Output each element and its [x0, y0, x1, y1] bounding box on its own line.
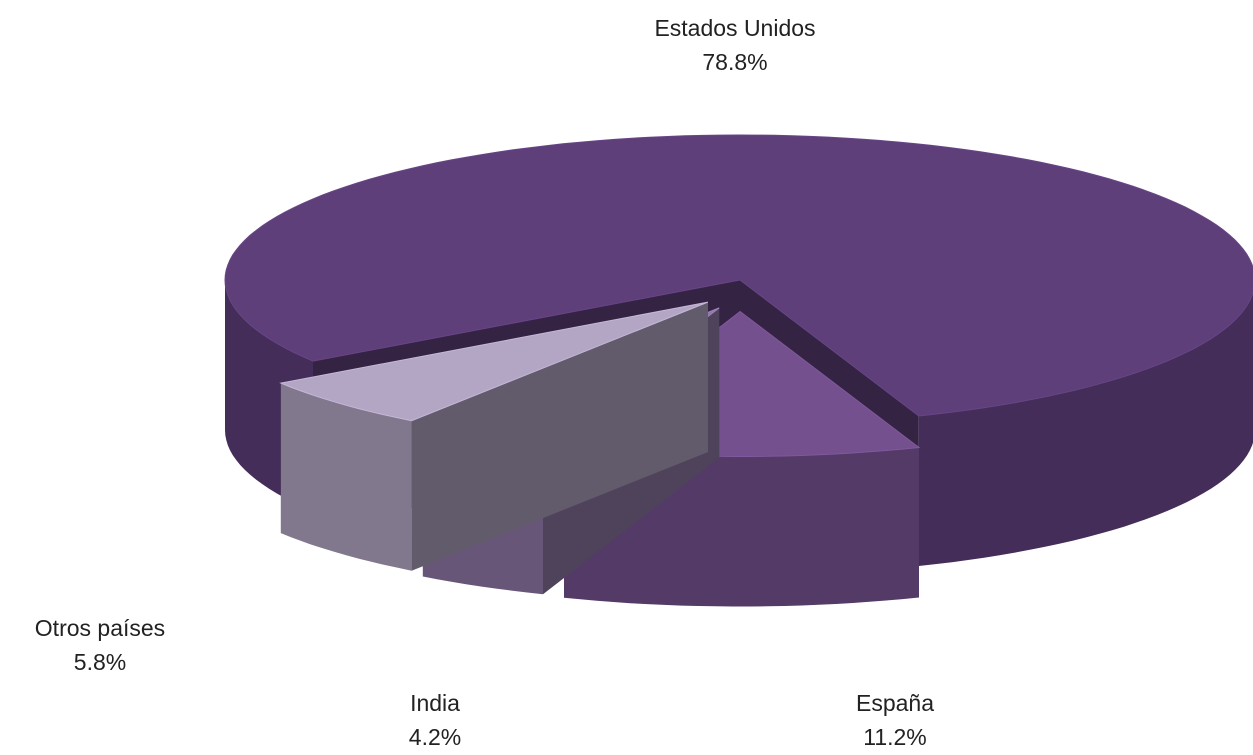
pie-slice — [279, 301, 709, 571]
slice-label: España — [856, 690, 934, 716]
slice-label: Otros países — [35, 615, 165, 641]
slice-value-label: 11.2% — [863, 724, 927, 750]
slice-side — [918, 292, 1253, 566]
slice-label: India — [410, 690, 460, 716]
slice-side — [280, 383, 412, 571]
slice-value-label: 4.2% — [409, 724, 461, 750]
slice-top — [224, 134, 1253, 417]
slice-value-label: 5.8% — [74, 649, 126, 675]
slice-top — [279, 301, 709, 422]
slice-value-label: 78.8% — [702, 49, 767, 75]
slice-label: Estados Unidos — [654, 15, 815, 41]
